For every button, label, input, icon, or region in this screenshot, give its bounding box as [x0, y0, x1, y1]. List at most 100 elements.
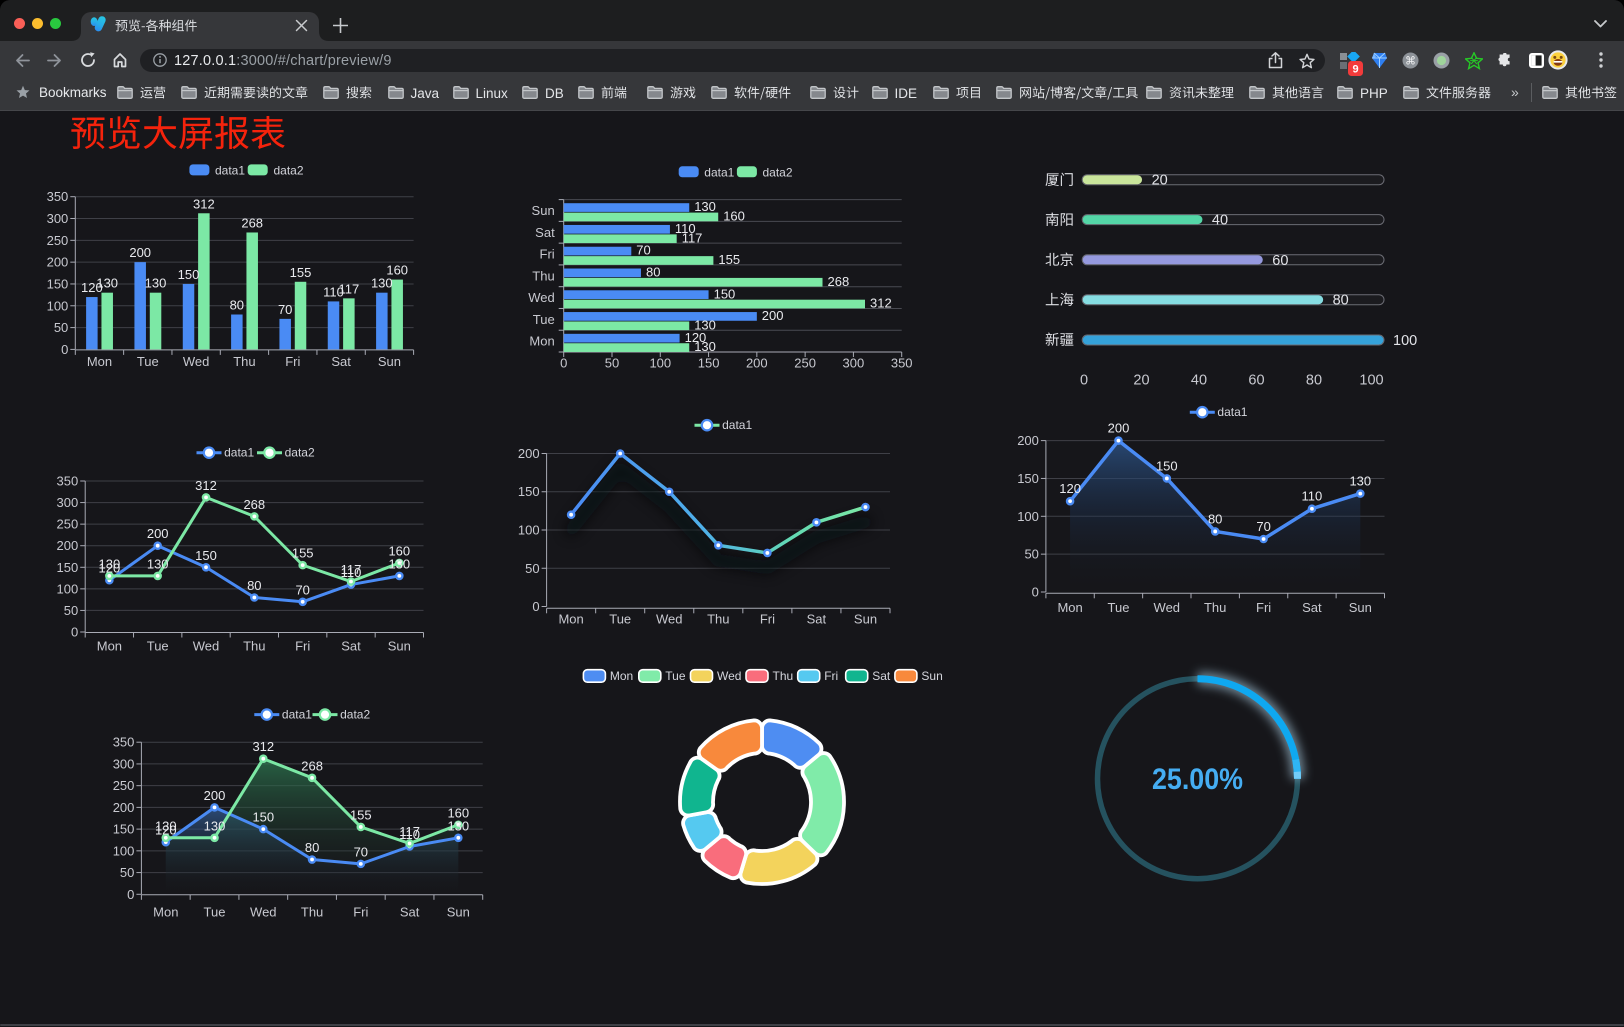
svg-text:200: 200	[204, 788, 226, 803]
svg-text:200: 200	[129, 245, 151, 260]
svg-text:312: 312	[195, 478, 217, 493]
svg-text:130: 130	[145, 276, 167, 291]
svg-text:data1: data1	[704, 165, 734, 179]
svg-text:data2: data2	[285, 446, 315, 460]
svg-text:Thu: Thu	[532, 268, 554, 283]
svg-text:100: 100	[56, 581, 78, 596]
svg-text:150: 150	[56, 560, 78, 575]
svg-text:Sat: Sat	[807, 612, 827, 627]
svg-text:Fri: Fri	[540, 247, 555, 262]
svg-text:350: 350	[56, 474, 78, 489]
svg-text:60: 60	[1272, 253, 1288, 269]
svg-text:160: 160	[447, 805, 469, 820]
svg-text:60: 60	[1248, 373, 1264, 389]
svg-text:50: 50	[120, 865, 134, 880]
svg-text:130: 130	[96, 276, 118, 291]
svg-text:268: 268	[301, 758, 323, 773]
svg-text:50: 50	[64, 603, 78, 618]
svg-text:80: 80	[230, 298, 244, 313]
svg-text:155: 155	[350, 807, 372, 822]
svg-text:130: 130	[447, 818, 469, 833]
svg-text:Sat: Sat	[1302, 600, 1322, 615]
svg-text:150: 150	[178, 267, 200, 282]
svg-text:Wed: Wed	[250, 904, 276, 919]
svg-text:data1: data1	[224, 446, 254, 460]
svg-text:200: 200	[518, 446, 540, 461]
svg-text:Sat: Sat	[535, 225, 555, 240]
svg-text:Sun: Sun	[447, 904, 470, 919]
svg-text:200: 200	[56, 538, 78, 553]
svg-text:0: 0	[61, 342, 68, 357]
svg-text:Sun: Sun	[388, 639, 411, 654]
svg-text:Sun: Sun	[1349, 600, 1372, 615]
svg-text:Mon: Mon	[1057, 600, 1082, 615]
svg-text:150: 150	[714, 286, 736, 301]
svg-text:250: 250	[56, 517, 78, 532]
svg-text:350: 350	[47, 189, 69, 204]
svg-text:312: 312	[252, 739, 274, 754]
svg-text:200: 200	[147, 526, 169, 541]
svg-text:Tue: Tue	[665, 669, 686, 683]
svg-text:130: 130	[155, 818, 177, 833]
svg-text:117: 117	[682, 230, 703, 245]
svg-text:80: 80	[1333, 293, 1349, 309]
svg-text:Mon: Mon	[97, 639, 122, 654]
svg-text:Thu: Thu	[301, 904, 323, 919]
svg-text:120: 120	[81, 280, 103, 295]
svg-text:9: 9	[1352, 64, 1358, 76]
svg-text:Mon: Mon	[558, 612, 583, 627]
svg-text:Mon: Mon	[610, 669, 633, 683]
svg-text:312: 312	[193, 196, 215, 211]
svg-text:0: 0	[560, 356, 567, 371]
svg-text:Wed: Wed	[1154, 600, 1181, 615]
svg-text:Wed: Wed	[717, 669, 741, 683]
svg-text:150: 150	[113, 822, 135, 837]
svg-text:70: 70	[1256, 519, 1270, 534]
svg-text:200: 200	[1017, 433, 1039, 448]
svg-text:130: 130	[204, 818, 226, 833]
svg-text:⌘: ⌘	[1405, 56, 1416, 68]
svg-text:117: 117	[399, 824, 420, 839]
svg-text:100: 100	[113, 843, 135, 858]
svg-text:Tue: Tue	[533, 312, 555, 327]
svg-text:Tue: Tue	[204, 904, 226, 919]
svg-text:0: 0	[532, 599, 539, 614]
svg-text:Sat: Sat	[331, 354, 351, 369]
svg-text:40: 40	[1191, 373, 1207, 389]
svg-text:268: 268	[241, 216, 263, 231]
svg-text:155: 155	[718, 252, 740, 267]
svg-text:40: 40	[1212, 213, 1228, 229]
svg-text:0: 0	[127, 887, 134, 902]
svg-text:25.00%: 25.00%	[1152, 763, 1243, 796]
svg-text:100: 100	[649, 356, 671, 371]
svg-text:Sat: Sat	[872, 669, 891, 683]
svg-text:120: 120	[685, 330, 707, 345]
svg-text:130: 130	[99, 556, 121, 571]
svg-text:300: 300	[843, 356, 865, 371]
svg-text:Thu: Thu	[773, 669, 794, 683]
svg-text:70: 70	[636, 243, 650, 258]
svg-text:200: 200	[1108, 421, 1130, 436]
svg-text:110: 110	[323, 284, 344, 299]
svg-text:Thu: Thu	[243, 639, 265, 654]
svg-text:200: 200	[47, 255, 69, 270]
svg-text:Tue: Tue	[1108, 600, 1130, 615]
svg-text:data1: data1	[1217, 405, 1247, 419]
svg-text:Sun: Sun	[921, 669, 942, 683]
svg-text:160: 160	[388, 544, 410, 559]
svg-text:80: 80	[247, 578, 261, 593]
svg-text:120: 120	[155, 823, 177, 838]
svg-text:Mon: Mon	[529, 334, 554, 349]
svg-text:Fri: Fri	[824, 669, 838, 683]
svg-text:155: 155	[292, 546, 314, 561]
svg-text:100: 100	[1359, 373, 1383, 389]
svg-text:80: 80	[646, 265, 660, 280]
svg-text:100: 100	[1393, 333, 1417, 349]
svg-text:150: 150	[1156, 459, 1178, 474]
svg-text:Tue: Tue	[609, 612, 631, 627]
svg-text:data1: data1	[722, 418, 752, 432]
svg-text:Sat: Sat	[400, 904, 420, 919]
svg-text:80: 80	[1208, 511, 1222, 526]
svg-text:150: 150	[698, 356, 720, 371]
svg-text:Sun: Sun	[532, 203, 555, 218]
